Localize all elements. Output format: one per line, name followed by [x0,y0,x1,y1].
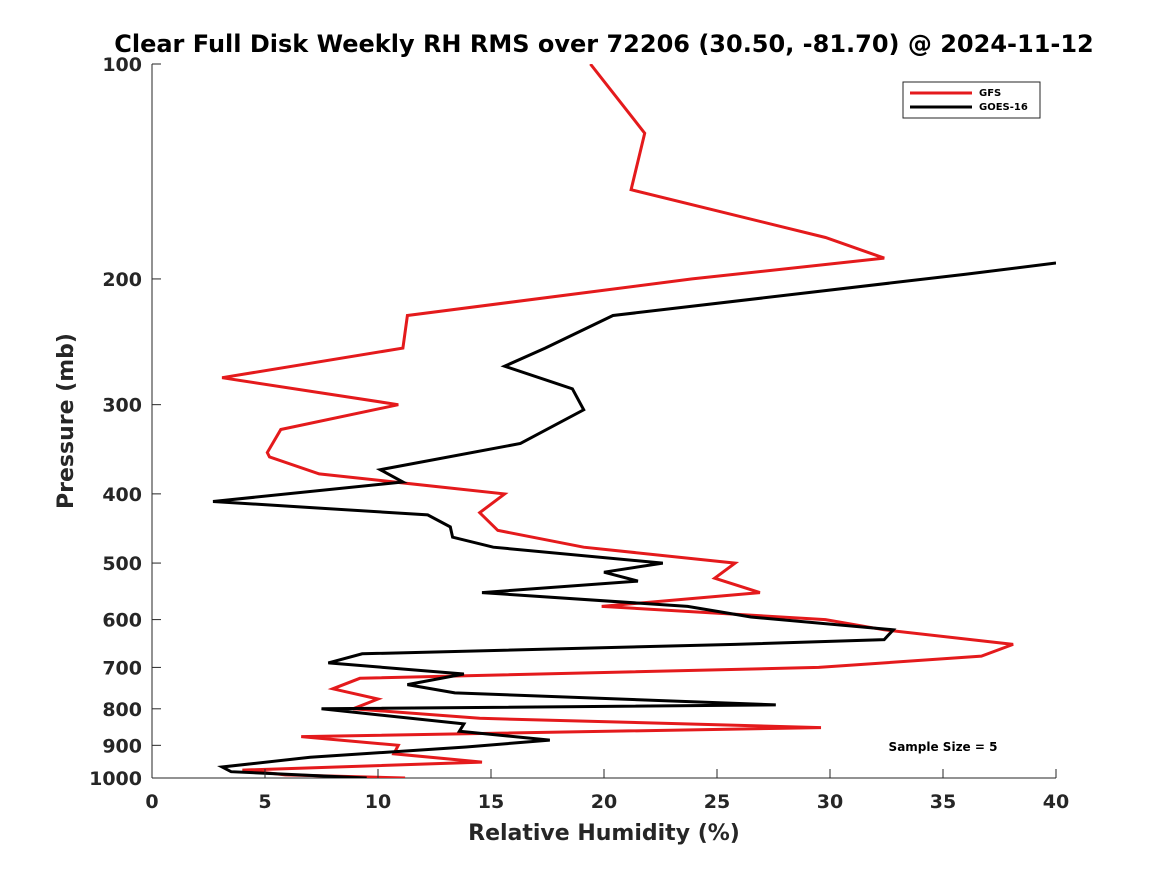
legend: GFS GOES-16 [902,81,1041,119]
legend-box [902,81,1041,119]
x-tick-label: 5 [258,791,271,813]
plot-axes [151,64,1056,779]
y-tick-label: 1000 [89,768,142,790]
x-tick-label: 20 [591,791,617,813]
y-axis-label: Pressure (mb) [54,333,79,509]
y-tick-label: 100 [102,54,142,76]
x-tick-label: 35 [930,791,956,813]
y-tick-label: 200 [102,269,142,291]
chart-title: Clear Full Disk Weekly RH RMS over 72206… [114,30,1094,58]
x-tick-label: 15 [478,791,504,813]
x-tick-label: 40 [1043,791,1069,813]
y-tick-label: 300 [102,395,142,417]
x-axis-label: Relative Humidity (%) [468,821,740,846]
y-tick-label: 500 [102,553,142,575]
sample-size-annotation: Sample Size = 5 [889,740,998,754]
y-tick-label: 400 [102,484,142,506]
x-axis-ticks: 0 5 10 15 20 25 30 35 40 [145,769,1069,813]
legend-label-goes16: GOES-16 [979,102,1028,113]
x-tick-label: 30 [817,791,843,813]
y-tick-label: 600 [102,610,142,632]
y-tick-label: 800 [102,699,142,721]
x-tick-label: 25 [704,791,730,813]
y-tick-label: 700 [102,657,142,679]
y-axis-ticks: 100 200 300 400 500 600 700 800 900 1000 [89,54,161,790]
series-layer [212,64,1056,778]
series-line-gfs [221,64,1014,778]
y-tick-label: 900 [102,735,142,757]
x-tick-label: 10 [365,791,391,813]
x-tick-label: 0 [145,791,158,813]
legend-label-gfs: GFS [979,88,1001,99]
series-line-goes16 [212,261,1056,778]
